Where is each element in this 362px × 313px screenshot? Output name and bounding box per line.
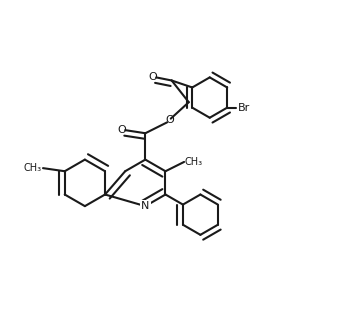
Text: Br: Br	[238, 103, 250, 113]
Text: CH₃: CH₃	[23, 163, 42, 173]
Text: N: N	[141, 201, 150, 211]
Text: O: O	[117, 125, 126, 135]
Text: O: O	[165, 115, 174, 125]
Text: O: O	[148, 72, 157, 82]
Text: CH₃: CH₃	[184, 157, 202, 167]
